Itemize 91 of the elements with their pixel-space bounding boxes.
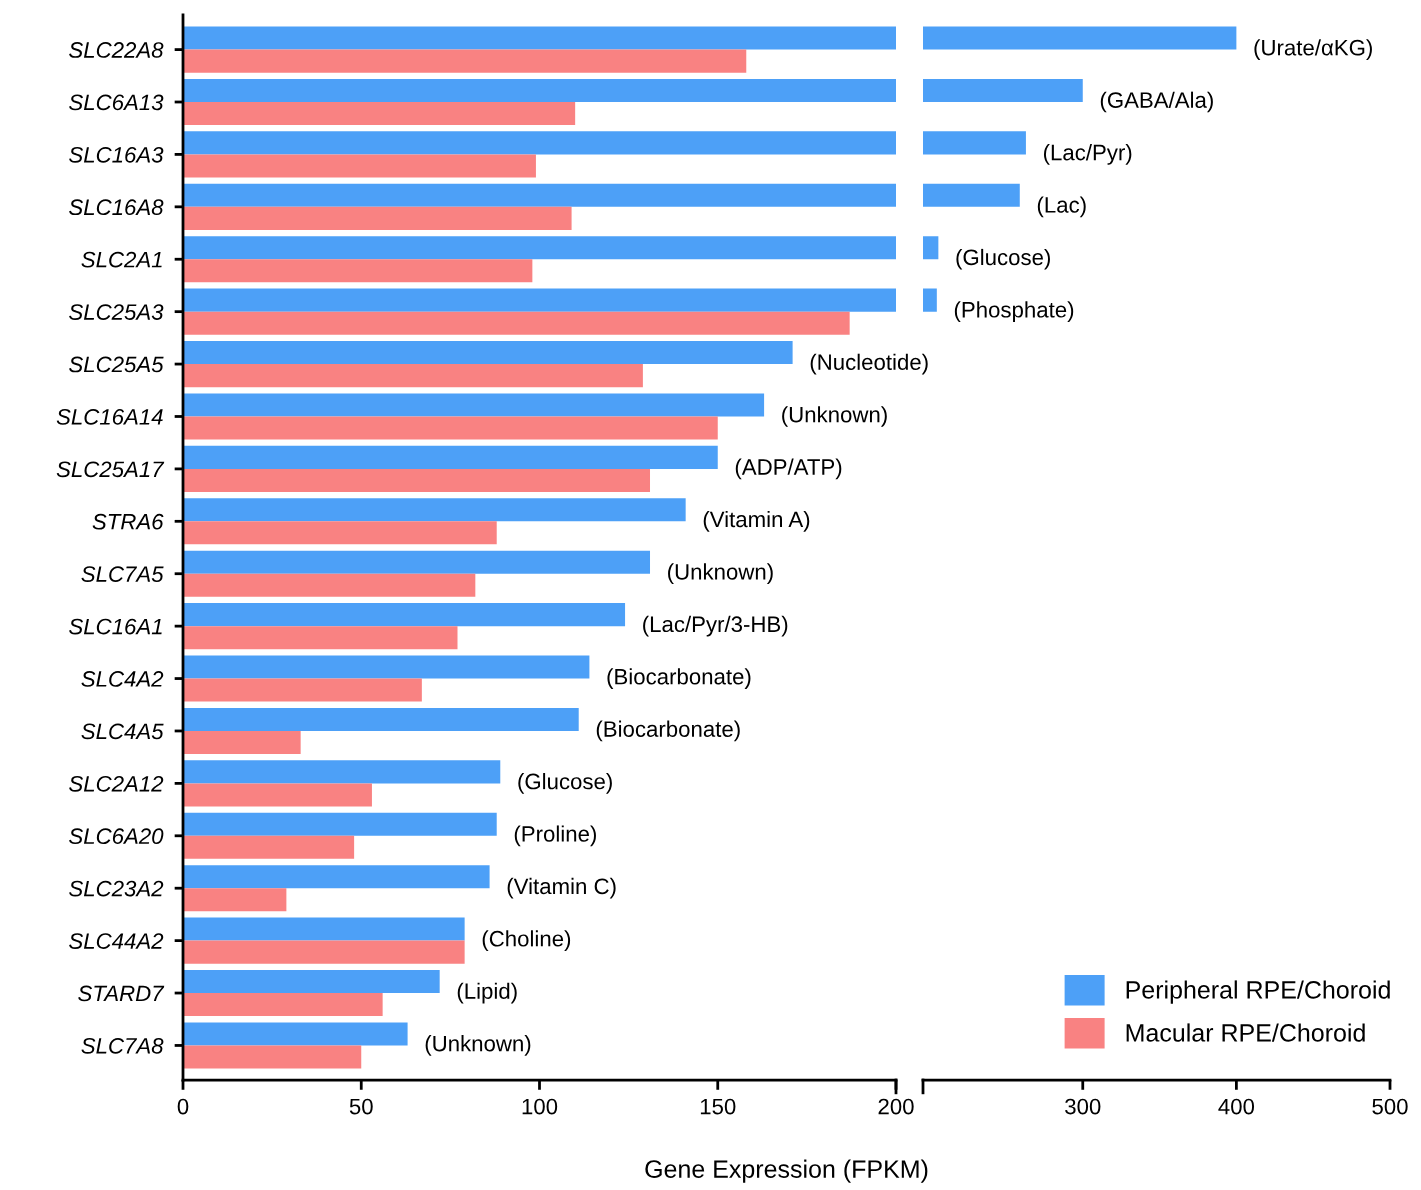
bar [183,131,896,155]
x-tick-label: 50 [349,1098,373,1115]
y-tick-label: STARD7 [78,985,165,1002]
annotation: (Nucleotide) [810,353,928,375]
bar [183,102,576,126]
y-tick-label: SLC16A1 [69,618,162,635]
y-tick-label: SLC25A17 [56,461,165,478]
bar [183,655,590,679]
bar [183,678,422,702]
y-tick-label: SLC22A8 [69,42,164,58]
x-tick-label: 100 [522,1098,558,1115]
annotation: (Proline) [514,825,596,847]
annotation: (Glucose) [956,248,1050,270]
bar [183,183,896,207]
bar [183,416,718,440]
bar [183,78,896,102]
y-tick-label: SLC25A3 [69,304,164,320]
x-tick-label: 300 [1065,1098,1101,1115]
annotation: (Vitamin C) [507,877,616,899]
bar [183,1045,362,1069]
annotation: (Choline) [482,930,571,951]
bar [183,311,850,335]
bar [183,259,533,283]
legend-label: Peripheral RPE/Choroid [1126,980,1390,1004]
bar [183,49,747,73]
annotation: (Glucose) [518,773,612,794]
x-axis-title: Gene Expression (FPKM) [645,1159,928,1183]
y-tick-label: SLC7A8 [81,1037,164,1054]
x-tick-label: 0 [177,1098,189,1115]
bar [183,288,896,312]
bar [183,783,372,807]
bar [183,940,465,964]
bar [183,573,476,597]
annotation: (Phosphate) [954,301,1074,323]
bar [183,1022,408,1046]
x-tick-label: 400 [1218,1098,1255,1115]
y-tick-label: SLC4A2 [81,671,164,687]
annotation: (ADP/ATP) [735,458,842,480]
bar [183,364,643,388]
bar [183,26,896,50]
annotation: (Lac/Pyr) [1043,144,1132,165]
bar [183,812,497,836]
annotation: (Lac/Pyr/3-HB) [643,615,788,637]
annotation: (Lac) [1037,196,1086,218]
bar [183,993,383,1017]
y-tick-label: SLC7A5 [81,566,164,582]
bar [183,468,651,492]
bar [183,498,686,522]
y-tick-label: SLC25A5 [69,356,164,373]
annotation: (Biocarbonate) [607,668,751,689]
bar [183,865,490,889]
y-tick-label: SLC16A8 [69,199,164,216]
bar [183,707,579,731]
annotation: (Lipid) [457,982,517,1004]
bar [183,626,458,650]
x-tick-label: 200 [878,1098,914,1115]
bar [183,730,301,755]
y-tick-label: SLC2A1 [81,251,162,268]
bar [183,888,287,912]
y-tick-label: SLC4A5 [81,723,164,740]
annotation: (Biocarbonate) [596,720,740,742]
y-tick-label: SLC44A2 [69,933,164,949]
y-tick-label: STRA6 [92,513,164,530]
y-tick-label: SLC23A2 [69,880,164,897]
annotation: (Unknown) [782,406,887,427]
annotation: (GABA/Ala) [1100,91,1213,113]
bar [183,760,501,784]
bar [183,206,572,230]
bar [183,445,718,469]
bar [183,969,440,994]
x-tick-label: 500 [1372,1098,1408,1115]
x-tick-label: 150 [700,1098,736,1115]
y-tick-label: SLC6A13 [69,94,164,111]
annotation: (Unknown) [425,1035,531,1056]
annotation: (Unknown) [668,563,773,585]
bar [183,154,536,178]
y-tick-label: SLC2A12 [69,775,164,792]
y-tick-label: SLC6A20 [69,828,164,845]
legend-label: Macular RPE/Choroid [1126,1023,1365,1042]
bar [183,521,497,545]
bar [183,603,626,627]
bar [183,341,793,365]
bar [183,550,651,574]
bar [183,236,896,260]
annotation: (Urate/αKG) [1254,39,1372,60]
bar [183,835,355,859]
y-tick-label: SLC16A14 [56,409,163,425]
annotation: (Vitamin A) [703,510,810,532]
bar [183,917,465,941]
y-tick-label: SLC16A3 [69,146,164,163]
bar [183,393,765,417]
